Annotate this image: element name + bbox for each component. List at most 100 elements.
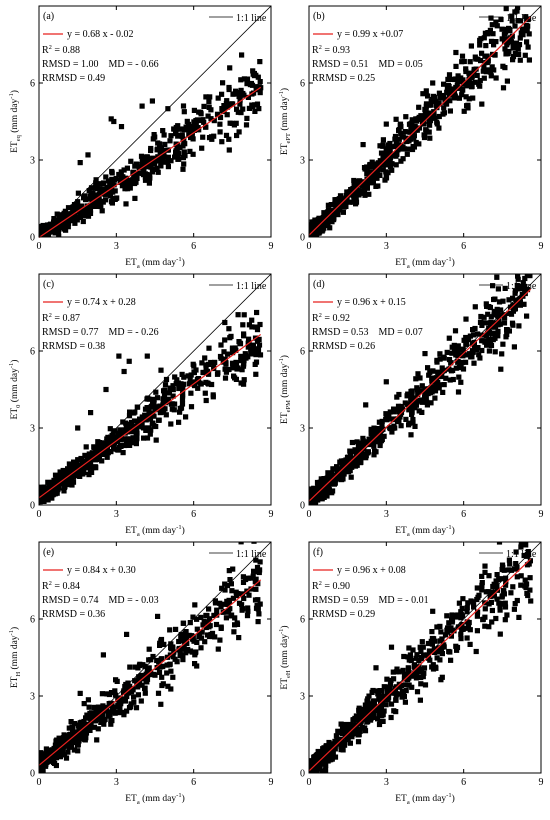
- y-tick-label: 6: [300, 347, 305, 358]
- data-point: [497, 321, 503, 327]
- data-point: [133, 161, 139, 167]
- data-point: [437, 356, 443, 362]
- data-point: [426, 648, 432, 654]
- data-point: [449, 350, 455, 356]
- data-point: [238, 353, 244, 359]
- data-point: [435, 369, 441, 375]
- data-point: [431, 111, 437, 117]
- data-point: [477, 42, 483, 48]
- data-point: [418, 655, 425, 661]
- data-point: [512, 23, 518, 29]
- x-tick-label: 9: [539, 241, 544, 252]
- data-point: [519, 261, 524, 266]
- data-point: [398, 682, 404, 688]
- data-point: [425, 386, 431, 392]
- data-point: [102, 187, 109, 193]
- data-point: [62, 752, 68, 758]
- data-point: [255, 347, 262, 353]
- data-point: [45, 479, 51, 485]
- data-point: [455, 624, 461, 630]
- data-point: [364, 719, 370, 725]
- data-point: [170, 383, 176, 389]
- data-point: [445, 76, 451, 82]
- data-point: [157, 403, 163, 409]
- data-point: [217, 121, 223, 127]
- legend-one-to-one-label: 1:1 line: [236, 13, 267, 24]
- data-point: [449, 619, 455, 625]
- data-point: [402, 682, 409, 688]
- data-point: [330, 488, 336, 494]
- data-point: [65, 220, 72, 226]
- data-point: [148, 145, 154, 152]
- data-point: [155, 169, 161, 175]
- data-point: [142, 174, 148, 180]
- data-point: [160, 681, 166, 687]
- data-point: [256, 106, 262, 112]
- data-point: [395, 142, 401, 148]
- data-point: [103, 197, 109, 203]
- data-point: [148, 164, 154, 170]
- data-point: [495, 333, 501, 339]
- data-point: [470, 349, 476, 355]
- data-point: [149, 98, 155, 104]
- data-point: [243, 355, 249, 361]
- data-point: [206, 633, 213, 640]
- data-point: [481, 64, 487, 70]
- data-point: [190, 151, 196, 157]
- data-point: [116, 353, 122, 359]
- data-point: [75, 425, 81, 431]
- data-point: [380, 167, 386, 173]
- data-point: [235, 365, 241, 371]
- x-tick-label: 6: [191, 777, 196, 788]
- data-point: [71, 202, 78, 208]
- data-point: [206, 99, 212, 105]
- data-point: [40, 761, 46, 767]
- data-point: [79, 466, 85, 472]
- data-point: [155, 613, 161, 619]
- data-point: [513, 40, 520, 46]
- data-point: [200, 369, 206, 376]
- data-point: [436, 90, 442, 96]
- data-point: [223, 361, 229, 367]
- data-point: [350, 717, 356, 723]
- data-point: [515, 274, 521, 279]
- data-point: [172, 374, 178, 380]
- data-point: [434, 359, 440, 365]
- data-point: [408, 403, 414, 409]
- data-point: [383, 411, 389, 417]
- data-point: [115, 696, 121, 702]
- data-point: [206, 345, 212, 351]
- x-axis-label: ETa (mm day-1): [125, 792, 185, 806]
- data-point: [458, 636, 464, 642]
- data-point: [490, 583, 496, 590]
- data-point: [402, 699, 408, 705]
- data-point: [502, 315, 508, 321]
- data-point: [153, 423, 159, 430]
- data-point: [222, 366, 228, 372]
- data-point: [85, 213, 92, 219]
- data-point: [231, 629, 237, 635]
- data-point: [127, 664, 133, 670]
- fit-line: [38, 579, 262, 766]
- data-point: [333, 202, 340, 208]
- data-point: [214, 612, 220, 618]
- data-point: [442, 99, 448, 105]
- data-point: [172, 154, 178, 160]
- data-point: [318, 219, 324, 225]
- data-point: [388, 701, 395, 707]
- data-point: [201, 618, 207, 624]
- data-point: [382, 162, 388, 168]
- data-point: [147, 431, 153, 437]
- data-point: [205, 368, 211, 374]
- data-point: [99, 208, 105, 214]
- data-point: [182, 141, 188, 147]
- data-point: [525, 44, 531, 50]
- data-point: [389, 161, 395, 167]
- x-tick-label: 6: [461, 509, 466, 520]
- data-point: [451, 86, 457, 92]
- data-point: [369, 434, 375, 440]
- data-point: [346, 467, 352, 473]
- r-squared: R2 = 0.87: [42, 312, 80, 324]
- data-point: [222, 319, 228, 326]
